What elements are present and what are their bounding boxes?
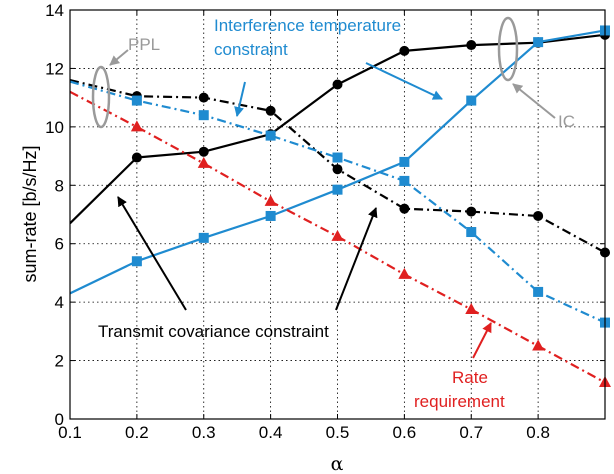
rate-label-line2: requirement bbox=[414, 392, 505, 411]
ic-arrow bbox=[512, 83, 556, 119]
tick-labels: 0.1 0.2 0.3 0.4 0.5 0.6 0.7 0.8 0 2 4 6 8 10 12 14 bbox=[45, 1, 550, 442]
ppl-arrow bbox=[109, 49, 129, 66]
data-point-itc-ppl bbox=[533, 286, 544, 297]
interference-label-line1: Interference temperature bbox=[214, 16, 401, 35]
y-tick-label: 6 bbox=[55, 235, 64, 254]
data-point-tcc-ic bbox=[332, 79, 343, 90]
y-tick-label: 4 bbox=[55, 293, 64, 312]
x-tick-label: 0.5 bbox=[326, 423, 350, 442]
ic-label: IC bbox=[558, 112, 575, 131]
transmit-label: Transmit covariance constraint bbox=[98, 322, 329, 341]
transmit-arrow-ppl bbox=[335, 207, 378, 311]
data-point-rate-req bbox=[264, 194, 277, 206]
interference-arrow-ic bbox=[365, 62, 443, 100]
x-tick-label: 0.8 bbox=[526, 423, 550, 442]
data-point-tcc-ppl bbox=[533, 210, 544, 221]
data-point-rate-req bbox=[532, 339, 545, 351]
data-point-itc-ppl bbox=[131, 95, 142, 106]
x-tick-label: 0.2 bbox=[125, 423, 149, 442]
y-tick-label: 2 bbox=[55, 352, 64, 371]
transmit-arrow-ic bbox=[117, 196, 187, 311]
data-point-itc-ppl bbox=[265, 130, 276, 141]
series-line-itc-ppl bbox=[70, 80, 605, 324]
ppl-label: PPL bbox=[128, 35, 160, 54]
data-point-itc-ppl bbox=[198, 110, 209, 121]
data-point-rate-req bbox=[130, 120, 143, 132]
data-point-itc-ic bbox=[131, 256, 142, 267]
data-point-itc-ic bbox=[198, 232, 209, 243]
data-point-tcc-ic bbox=[198, 146, 209, 157]
rate-arrow bbox=[472, 322, 492, 359]
data-point-itc-ic bbox=[265, 210, 276, 221]
x-tick-label: 0.4 bbox=[259, 423, 283, 442]
ppl-ellipse bbox=[91, 65, 111, 129]
x-tick-label: 0.3 bbox=[192, 423, 216, 442]
data-point-itc-ppl bbox=[466, 227, 477, 238]
data-point-tcc-ic bbox=[399, 45, 410, 56]
x-tick-label: 0.6 bbox=[393, 423, 417, 442]
data-point-tcc-ppl bbox=[332, 164, 343, 175]
data-point-tcc-ppl bbox=[466, 206, 477, 217]
interference-arrow-ppl bbox=[234, 81, 246, 117]
annotations: PPL IC Interference temperature constrai… bbox=[91, 16, 575, 411]
marker-layer bbox=[130, 25, 611, 387]
y-tick-label: 8 bbox=[55, 176, 64, 195]
rate-label-line1: Rate bbox=[452, 368, 488, 387]
x-tick-label: 0.7 bbox=[459, 423, 483, 442]
data-point-itc-ic bbox=[533, 37, 544, 48]
data-point-itc-ppl bbox=[332, 152, 343, 163]
data-point-itc-ic bbox=[466, 95, 477, 106]
y-axis-label: sum-rate [b/s/Hz] bbox=[20, 145, 40, 282]
y-tick-label: 14 bbox=[45, 1, 64, 20]
data-point-tcc-ppl bbox=[265, 105, 276, 116]
x-axis-label: α bbox=[331, 453, 344, 474]
data-point-tcc-ppl bbox=[198, 92, 209, 103]
data-point-itc-ic bbox=[332, 184, 343, 195]
data-point-rate-req bbox=[197, 156, 210, 168]
y-tick-label: 0 bbox=[55, 410, 64, 429]
data-point-itc-ic bbox=[399, 156, 410, 167]
y-tick-label: 10 bbox=[45, 118, 64, 137]
grid bbox=[70, 10, 605, 419]
data-point-rate-req bbox=[331, 229, 344, 241]
data-point-tcc-ic bbox=[131, 152, 142, 163]
data-point-rate-req bbox=[465, 302, 478, 314]
ic-ellipse bbox=[497, 16, 519, 82]
data-point-tcc-ppl bbox=[399, 203, 410, 214]
y-tick-label: 12 bbox=[45, 59, 64, 78]
data-point-rate-req bbox=[398, 267, 411, 279]
x-tick-label: 0.1 bbox=[58, 423, 82, 442]
ticks bbox=[69, 9, 605, 420]
interference-label-line2: constraint bbox=[214, 40, 288, 59]
data-point-tcc-ic bbox=[466, 40, 477, 51]
data-point-itc-ppl bbox=[399, 175, 410, 186]
